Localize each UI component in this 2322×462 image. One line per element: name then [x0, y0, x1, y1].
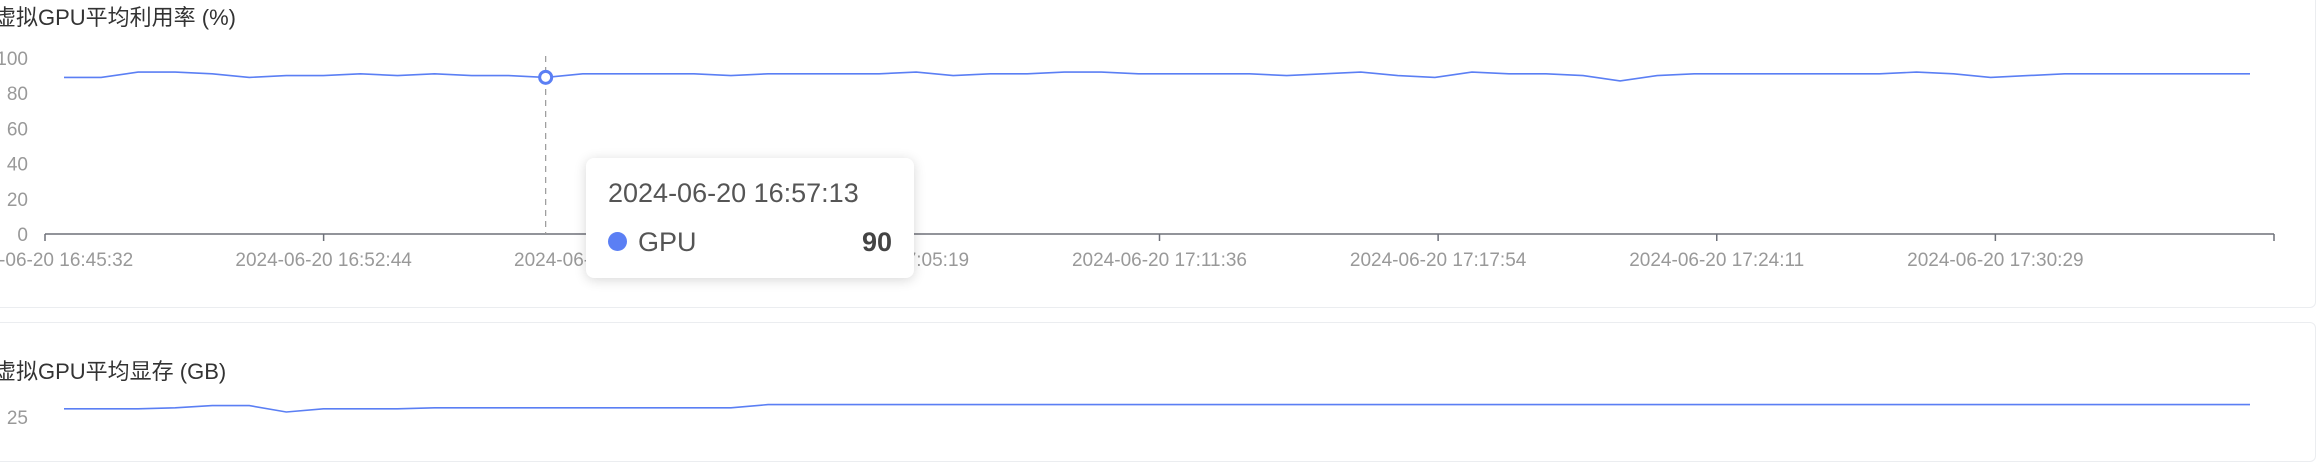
gpu-utilization-card: 虚拟GPU平均利用率 (%) — [0, 0, 2316, 308]
tooltip-time: 2024-06-20 16:57:13 — [608, 178, 859, 208]
x-tick-label: 2024-06-20 17:30:29 — [1907, 250, 2083, 271]
gpu-memory-card: 虚拟GPU平均显存 (GB) — [0, 322, 2316, 462]
x-tick-label: 2024-06-20 16:45:32 — [0, 250, 133, 271]
tooltip-value: 90 — [861, 227, 892, 257]
y-tick-label: 40 — [7, 155, 28, 176]
series-color-dot — [608, 232, 627, 251]
y-tick-label: 20 — [7, 190, 28, 211]
x-tick-label: 2024-06-20 16:52:44 — [235, 250, 412, 271]
x-tick-label: 2024-06-20 17:17:54 — [1350, 250, 1527, 271]
x-tick-label: 2024-06-20 17:24:11 — [1629, 250, 1804, 271]
chart-title: 虚拟GPU平均利用率 (%) — [0, 5, 237, 30]
y-tick-label: 60 — [7, 119, 28, 140]
y-tick-label: 100 — [0, 49, 28, 70]
series-line-gpu — [64, 71, 2250, 82]
chart-tooltip: 2024-06-20 16:57:13 GPU 90 — [586, 158, 914, 278]
y-tick-label: 0 — [17, 225, 28, 246]
tooltip-series-name: GPU — [638, 227, 697, 257]
y-tick-label: 80 — [7, 84, 28, 105]
gpu-utilization-chart[interactable]: 0 20 40 60 80 100 2024-06-20 16:45:32 2024-06-2… — [0, 0, 2322, 300]
highlight-point — [538, 69, 554, 85]
chart-title: 虚拟GPU平均显存 (GB) — [0, 359, 227, 384]
x-tick-label: 2024-06-20 17:11:36 — [1072, 250, 1247, 271]
